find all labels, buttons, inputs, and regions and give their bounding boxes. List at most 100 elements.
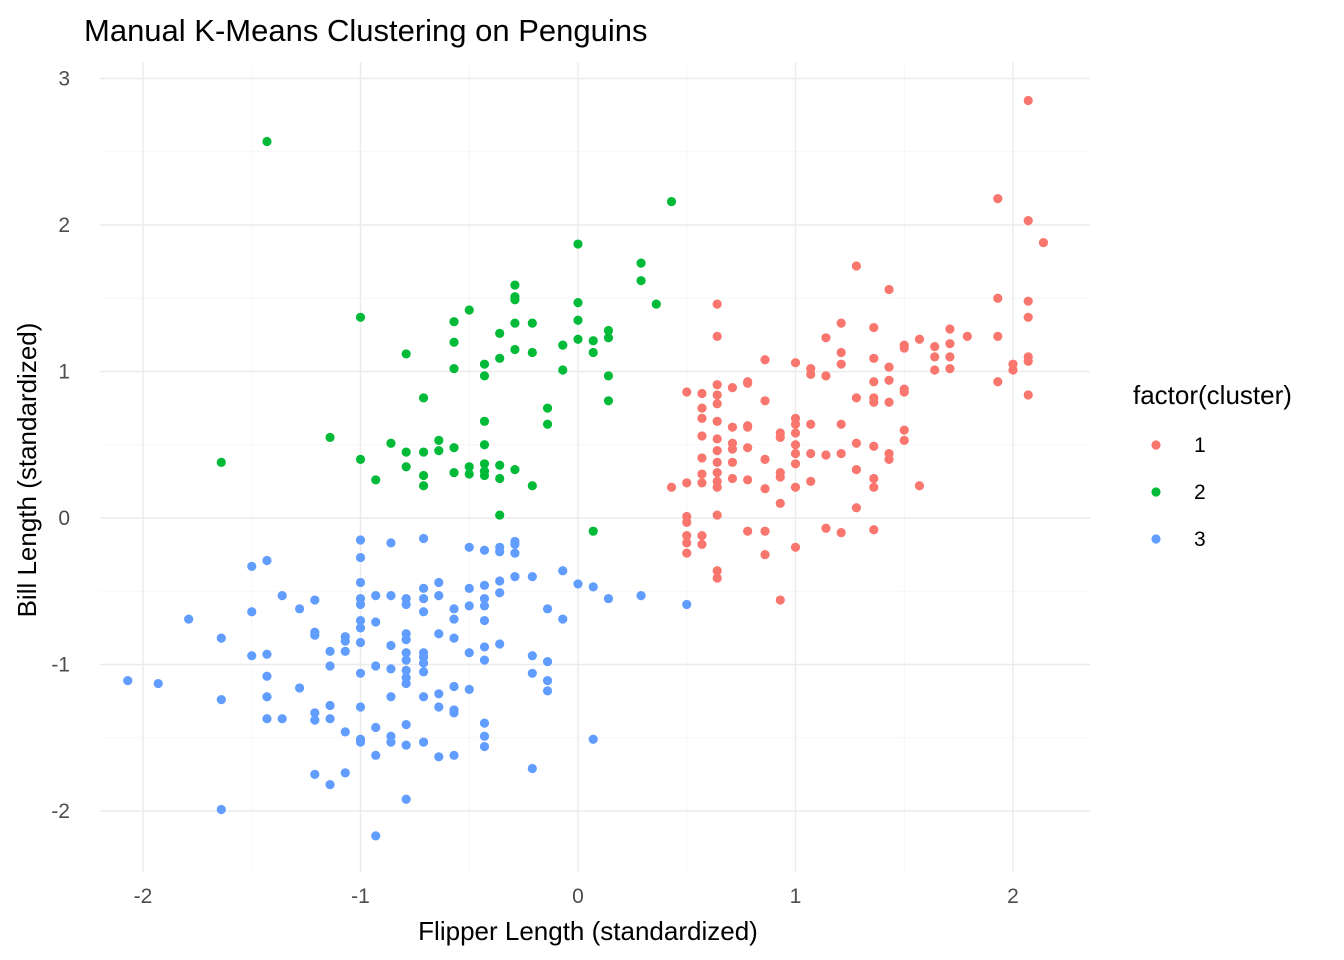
data-point <box>262 555 272 566</box>
data-point <box>386 640 396 651</box>
data-point <box>355 737 366 747</box>
data-point <box>434 446 444 456</box>
data-point <box>945 352 955 362</box>
data-point <box>775 595 785 605</box>
data-point <box>1023 356 1033 366</box>
data-point <box>884 454 894 464</box>
legend-key-3 <box>1151 534 1161 544</box>
data-point <box>355 623 366 633</box>
data-point <box>247 561 257 571</box>
data-point <box>262 649 272 659</box>
data-point <box>558 365 568 375</box>
data-point <box>930 352 940 362</box>
data-point <box>558 566 568 576</box>
data-point <box>418 393 429 403</box>
legend-label-3: 3 <box>1194 528 1206 551</box>
data-point <box>527 763 537 774</box>
data-point <box>449 317 459 327</box>
data-point <box>479 459 490 469</box>
data-point <box>479 731 490 741</box>
data-point <box>310 715 320 725</box>
data-point <box>310 769 320 779</box>
data-point <box>401 462 411 472</box>
data-point <box>603 396 614 406</box>
data-point <box>712 467 722 478</box>
data-point <box>479 545 490 555</box>
data-point <box>806 369 816 380</box>
data-point <box>401 599 411 610</box>
data-point <box>760 454 770 464</box>
data-point <box>760 396 770 406</box>
data-point <box>479 601 490 611</box>
data-point <box>401 349 411 359</box>
data-point <box>851 503 862 513</box>
data-point <box>760 355 770 365</box>
data-point <box>449 681 459 692</box>
data-point <box>588 582 598 592</box>
data-point <box>836 448 846 459</box>
data-point <box>851 465 862 475</box>
data-point <box>712 299 722 309</box>
data-point <box>277 714 287 724</box>
data-point <box>449 443 459 453</box>
data-point <box>682 599 692 610</box>
data-point <box>418 667 429 677</box>
data-point <box>449 467 459 478</box>
data-point <box>401 678 411 689</box>
data-point <box>1023 390 1033 400</box>
data-point <box>712 390 722 400</box>
data-point <box>821 523 831 533</box>
data-point <box>869 473 879 484</box>
data-point <box>790 542 801 552</box>
data-point <box>697 403 707 413</box>
data-point <box>558 614 568 624</box>
data-point <box>464 469 474 479</box>
data-point <box>495 353 505 363</box>
data-point <box>310 708 320 718</box>
data-point <box>697 478 707 488</box>
y-tick-label: -1 <box>51 654 70 677</box>
data-point <box>603 325 614 336</box>
data-point <box>355 668 366 678</box>
data-point <box>355 599 366 610</box>
data-point <box>371 661 381 671</box>
data-point <box>216 633 226 643</box>
data-point <box>666 482 677 492</box>
data-point <box>743 475 753 485</box>
data-point <box>386 438 396 448</box>
y-axis-title: Bill Length (standardized) <box>12 323 42 618</box>
data-point <box>325 432 335 443</box>
data-point <box>697 453 707 463</box>
data-point <box>790 358 801 368</box>
data-point <box>899 435 909 445</box>
data-point <box>790 419 801 429</box>
data-point <box>434 689 444 699</box>
series-cluster-1 <box>666 95 1049 605</box>
data-point <box>743 421 753 431</box>
data-point <box>386 692 396 702</box>
data-point <box>479 642 490 652</box>
data-point <box>340 636 350 646</box>
series-cluster-3 <box>123 533 692 841</box>
data-point <box>355 454 366 464</box>
legend-label-2: 2 <box>1194 481 1206 504</box>
data-point <box>682 538 692 548</box>
data-point <box>821 371 831 381</box>
data-point <box>418 692 429 702</box>
y-tick-label: 1 <box>58 361 70 384</box>
data-point <box>277 591 287 601</box>
data-point <box>712 380 722 390</box>
data-point <box>295 604 305 614</box>
data-point <box>573 239 583 249</box>
data-point <box>930 365 940 375</box>
data-point <box>401 648 411 658</box>
data-point <box>371 750 381 760</box>
data-point <box>727 422 738 432</box>
data-point <box>527 572 537 582</box>
data-point <box>869 441 879 451</box>
data-point <box>1038 237 1049 248</box>
data-point <box>697 530 707 541</box>
data-point <box>993 194 1003 204</box>
data-point <box>418 481 429 491</box>
data-point <box>727 444 738 454</box>
